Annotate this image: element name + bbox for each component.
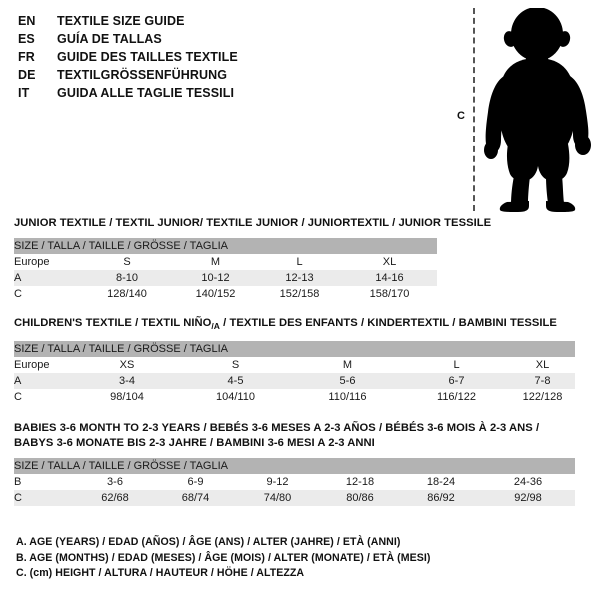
legend-block: A. AGE (YEARS) / EDAD (AÑOS) / ÂGE (ANS)…: [16, 535, 436, 582]
table-cell: 12-13: [257, 270, 342, 286]
table-cell: 140/152: [174, 286, 257, 302]
legend-line-c: C. (cm) HEIGHT / ALTURA / HAUTEUR / HÖHE…: [16, 567, 305, 579]
table-cell: 6-9: [155, 474, 236, 490]
row-label: Europe: [14, 254, 80, 270]
table-cell: 4-5: [179, 373, 292, 390]
table-row: A 8-10 10-12 12-13 14-16: [14, 270, 437, 286]
table-cell: 14-16: [342, 270, 437, 286]
language-title: TEXTILE SIZE GUIDE: [57, 14, 185, 28]
language-code: IT: [18, 86, 30, 100]
table-row: C 62/68 68/74 74/80 80/86 86/92 92/98: [14, 490, 575, 506]
language-row: DE TEXTILGRÖSSENFÜHRUNG: [18, 66, 318, 84]
table-cell: 74/80: [236, 490, 319, 506]
size-header-label: SIZE / TALLA / TAILLE / GRÖSSE / TAGLIA: [14, 238, 437, 254]
table-row: Europe S M L XL: [14, 254, 437, 270]
table-cell: 98/104: [75, 389, 179, 406]
table-row: B 3-6 6-9 9-12 12-18 18-24 24-36: [14, 474, 575, 490]
legend-line-a: A. AGE (YEARS) / EDAD (AÑOS) / ÂGE (ANS)…: [16, 536, 401, 548]
language-title: TEXTILGRÖSSENFÜHRUNG: [57, 68, 228, 82]
row-label: B: [14, 474, 75, 490]
row-label: C: [14, 490, 75, 506]
row-label: A: [14, 270, 80, 286]
section-junior: JUNIOR TEXTILE / TEXTIL JUNIOR/ TEXTILE …: [14, 216, 491, 302]
legend-line-b: B. AGE (MONTHS) / EDAD (MESES) / ÂGE (MO…: [16, 551, 431, 564]
table-header-row: SIZE / TALLA / TAILLE / GRÖSSE / TAGLIA: [14, 458, 575, 474]
table-cell: S: [80, 254, 174, 270]
table-cell: XL: [510, 357, 575, 374]
section-babies: BABIES 3-6 MONTH TO 2-3 YEARS / BEBÉS 3-…: [14, 421, 575, 506]
toddler-silhouette-icon: [484, 8, 591, 212]
section-title-children-part2: / TEXTILE DES ENFANTS / KINDERTEXTIL / B…: [219, 317, 557, 329]
table-cell: 122/128: [510, 389, 575, 406]
table-cell: 8-10: [80, 270, 174, 286]
table-cell: 86/92: [401, 490, 481, 506]
table-children: SIZE / TALLA / TAILLE / GRÖSSE / TAGLIA …: [14, 341, 575, 406]
language-title-block: EN TEXTILE SIZE GUIDE ES GUÍA DE TALLAS …: [18, 12, 318, 102]
table-cell: 9-12: [236, 474, 319, 490]
table-cell: 158/170: [342, 286, 437, 302]
section-title-children-fraction: /A: [211, 321, 220, 332]
height-illustration: C: [440, 4, 600, 216]
language-row: IT GUIDA ALLE TAGLIE TESSILI: [18, 84, 318, 102]
section-title-junior: JUNIOR TEXTILE / TEXTIL JUNIOR/ TEXTILE …: [14, 217, 492, 229]
language-title: GUIDA ALLE TAGLIE TESSILI: [57, 86, 235, 100]
language-code: DE: [18, 68, 36, 82]
table-cell: 12-18: [319, 474, 401, 490]
height-dashed-line: [473, 8, 475, 211]
table-cell: S: [179, 357, 292, 374]
table-cell: 68/74: [155, 490, 236, 506]
table-cell: 7-8: [510, 373, 575, 390]
table-cell: XL: [342, 254, 437, 270]
table-header-row: SIZE / TALLA / TAILLE / GRÖSSE / TAGLIA: [14, 341, 575, 358]
row-label: C: [14, 389, 75, 406]
table-row: C 98/104 104/110 110/116 116/122 122/128: [14, 389, 575, 406]
table-cell: M: [292, 357, 403, 374]
language-code: EN: [18, 14, 36, 28]
table-row: A 3-4 4-5 5-6 6-7 7-8: [14, 373, 575, 390]
table-cell: 62/68: [75, 490, 155, 506]
language-title: GUIDE DES TAILLES TEXTILE: [57, 50, 238, 64]
section-title-children-part1: CHILDREN'S TEXTILE / TEXTIL NIÑO: [14, 317, 212, 329]
table-cell: 5-6: [292, 373, 403, 390]
table-cell: 128/140: [80, 286, 174, 302]
table-cell: 116/122: [403, 389, 510, 406]
table-cell: XS: [75, 357, 179, 374]
table-cell: 18-24: [401, 474, 481, 490]
table-cell: 80/86: [319, 490, 401, 506]
table-cell: 92/98: [481, 490, 575, 506]
section-title-babies-line1: BABIES 3-6 MONTH TO 2-3 YEARS / BEBÉS 3-…: [14, 422, 540, 434]
table-cell: L: [403, 357, 510, 374]
table-cell: 24-36: [481, 474, 575, 490]
size-header-label: SIZE / TALLA / TAILLE / GRÖSSE / TAGLIA: [14, 341, 575, 358]
language-row: FR GUIDE DES TAILLES TEXTILE: [18, 48, 318, 66]
table-cell: 3-6: [75, 474, 155, 490]
table-cell: 110/116: [292, 389, 403, 406]
row-label: A: [14, 373, 75, 390]
table-cell: 10-12: [174, 270, 257, 286]
size-header-label: SIZE / TALLA / TAILLE / GRÖSSE / TAGLIA: [14, 458, 575, 474]
language-code: ES: [18, 32, 35, 46]
table-cell: 3-4: [75, 373, 179, 390]
language-row: ES GUÍA DE TALLAS: [18, 30, 318, 48]
table-row: C 128/140 140/152 152/158 158/170: [14, 286, 437, 302]
table-junior: SIZE / TALLA / TAILLE / GRÖSSE / TAGLIA …: [14, 238, 437, 302]
table-cell: 152/158: [257, 286, 342, 302]
row-label: Europe: [14, 357, 75, 374]
table-row: Europe XS S M L XL: [14, 357, 575, 374]
language-row: EN TEXTILE SIZE GUIDE: [18, 12, 318, 30]
table-cell: M: [174, 254, 257, 270]
section-title-children: CHILDREN'S TEXTILE / TEXTIL NIÑO/A / TEX…: [14, 316, 575, 334]
table-cell: L: [257, 254, 342, 270]
language-title: GUÍA DE TALLAS: [57, 32, 162, 46]
section-children: CHILDREN'S TEXTILE / TEXTIL NIÑO/A / TEX…: [14, 316, 575, 406]
table-babies: SIZE / TALLA / TAILLE / GRÖSSE / TAGLIA …: [14, 458, 575, 506]
height-marker-label: C: [457, 110, 465, 122]
row-label: C: [14, 286, 80, 302]
table-cell: 6-7: [403, 373, 510, 390]
language-code: FR: [18, 50, 35, 64]
section-title-babies-line2: BABYS 3-6 MONATE BIS 2-3 JAHRE / BAMBINI…: [14, 437, 375, 449]
table-header-row: SIZE / TALLA / TAILLE / GRÖSSE / TAGLIA: [14, 238, 437, 254]
table-cell: 104/110: [179, 389, 292, 406]
